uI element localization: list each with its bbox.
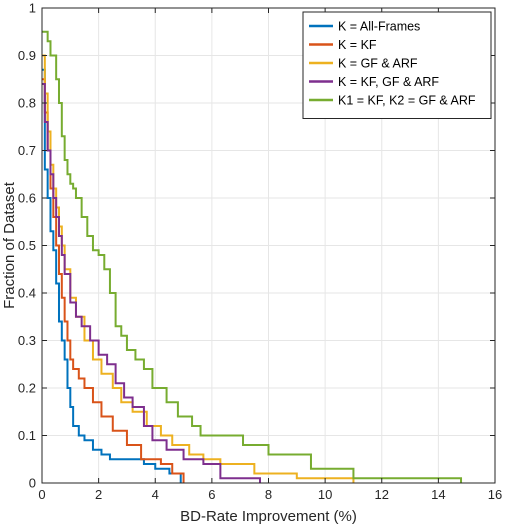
legend-entry-label: K = All-Frames: [338, 20, 420, 34]
series-line: [42, 78, 185, 483]
x-tick-label: 16: [488, 487, 502, 502]
y-tick-label: 0.9: [18, 48, 36, 63]
legend-entry-label: K1 = KF, K2 = GF & ARF: [338, 94, 476, 108]
x-tick-label: 14: [431, 487, 445, 502]
x-tick-label: 4: [152, 487, 159, 502]
y-tick-label: 0.1: [18, 428, 36, 443]
x-tick-label: 6: [208, 487, 215, 502]
y-tick-label: 0.4: [18, 286, 36, 301]
y-tick-label: 0.6: [18, 191, 36, 206]
series-line: [42, 83, 262, 483]
x-axis-label: BD-Rate Improvement (%): [180, 508, 357, 525]
x-tick-label: 2: [95, 487, 102, 502]
series-lines: [42, 30, 463, 483]
y-tick-label: 0.7: [18, 143, 36, 158]
series-line: [42, 54, 355, 483]
tick-marks: [41, 7, 496, 484]
series-line: [42, 30, 463, 483]
y-tick-labels: 0 0.1 0.2 0.3 0.4 0.5 0.6 0.7 0.8 0.9 1: [18, 1, 36, 491]
y-tick-label: 0.8: [18, 96, 36, 111]
y-tick-label: 1: [29, 1, 36, 16]
y-tick-label: 0: [29, 476, 36, 491]
legend-entry-label: K = KF, GF & ARF: [338, 75, 439, 89]
x-tick-label: 8: [265, 487, 272, 502]
x-tick-labels: 0 2 4 6 8 10 12 14 16: [38, 487, 502, 502]
legend-entry-label: K = KF: [338, 38, 377, 52]
y-tick-label: 0.5: [18, 238, 36, 253]
y-axis-label: Fraction of Dataset: [1, 181, 18, 309]
x-tick-label: 10: [318, 487, 332, 502]
legend-entry-label: K = GF & ARF: [338, 57, 418, 71]
y-tick-label: 0.3: [18, 333, 36, 348]
y-tick-label: 0.2: [18, 381, 36, 396]
legend: K = All-Frames K = KF K = GF & ARF K = KF, …: [302, 11, 492, 119]
x-tick-label: 12: [375, 487, 389, 502]
x-tick-label: 0: [38, 487, 45, 502]
legend-box: [302, 11, 492, 119]
